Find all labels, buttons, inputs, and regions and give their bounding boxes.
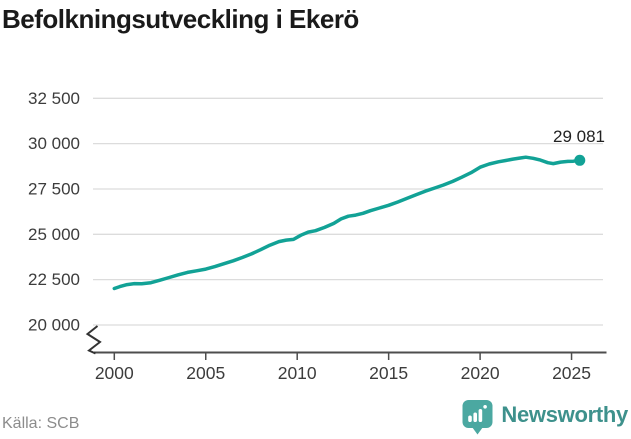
newsworthy-brand: Newsworthy — [462, 399, 628, 436]
last-value-label: 29 081 — [553, 127, 605, 146]
x-tick-label: 2010 — [278, 363, 317, 383]
y-tick-label: 32 500 — [28, 89, 80, 108]
series-end-dot — [574, 154, 586, 166]
logo-bar-3 — [479, 409, 483, 422]
y-axis-break-icon — [85, 325, 102, 355]
x-tick-label: 2015 — [369, 363, 408, 383]
logo-badge-tail — [472, 427, 484, 435]
series-line — [112, 155, 582, 291]
y-tick-label: 25 000 — [28, 225, 80, 244]
logo-dot — [483, 405, 488, 409]
logo-bar-1 — [468, 415, 473, 422]
x-tick-label: 2005 — [186, 363, 225, 383]
y-tick-label: 30 000 — [28, 134, 80, 153]
y-tick-label: 22 500 — [28, 270, 80, 289]
source-label: Källa: SCB — [2, 415, 80, 432]
x-tick-label: 2000 — [95, 363, 134, 383]
x-tick-label: 2020 — [461, 363, 500, 383]
logo-badge — [462, 400, 493, 428]
newsworthy-wordmark: Newsworthy — [501, 401, 628, 427]
page-title: Befolkningsutveckling i Ekerö — [2, 4, 359, 34]
newsworthy-logo-icon — [462, 400, 493, 435]
y-tick-label: 20 000 — [28, 316, 80, 335]
x-tick-label: 2025 — [552, 363, 591, 383]
logo-bar-2 — [473, 412, 478, 422]
y-tick-label: 27 500 — [28, 179, 80, 198]
